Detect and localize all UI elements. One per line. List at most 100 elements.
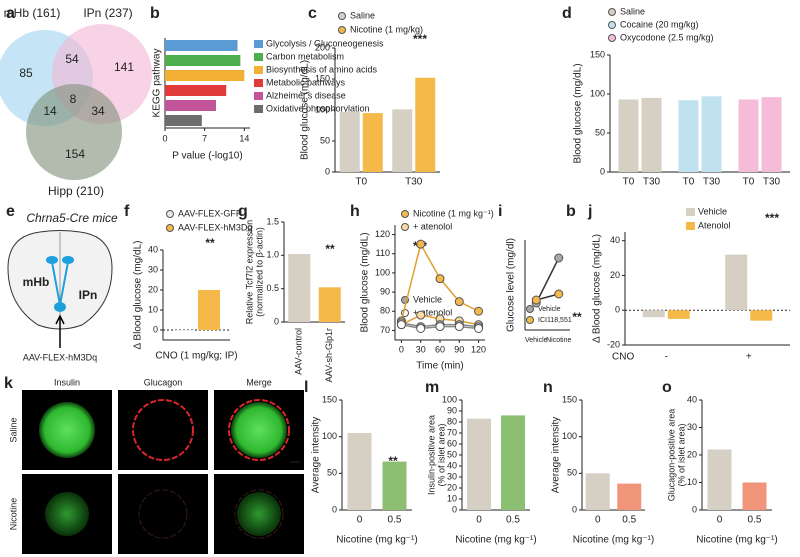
y-tick-label: 0 <box>692 504 697 514</box>
y-tick-label: 100 <box>442 394 457 404</box>
y-axis-label: Δ Blood glucose (mg/dL) <box>133 241 144 350</box>
x-tick-label: T30 <box>703 177 721 188</box>
legend-label: Metabolic pathways <box>266 77 346 87</box>
data-point <box>396 320 406 330</box>
y-tick-label: 1.5 <box>266 216 279 226</box>
x-tick-label: 60 <box>435 344 445 354</box>
y-axis-label: Blood glucose (mg/dL) <box>300 60 311 160</box>
legend-label: Nicotine (1 mg/kg) <box>350 24 423 34</box>
glucagon-signal <box>138 489 188 539</box>
y-tick-label: 100 <box>322 431 337 441</box>
x-axis-label: CNO <box>612 352 634 363</box>
annotation: ** <box>572 310 582 324</box>
y-tick-label: 50 <box>567 468 577 478</box>
legend-label: Saline <box>350 10 375 20</box>
y-tick-label: 10 <box>148 304 158 314</box>
y-tick-label: 100 <box>315 104 330 114</box>
y-tick-label: 80 <box>447 416 457 426</box>
y-tick-label: 20 <box>148 284 158 294</box>
x-tick-label: 14 <box>239 133 249 143</box>
venn-count: 154 <box>65 147 85 161</box>
y-axis-label: Relative Tcf7l2 expression <box>244 220 254 324</box>
y-axis-label: Glucagon-positive area <box>666 409 676 502</box>
column-label: Merge <box>246 377 272 387</box>
y-axis-label: Average intensity <box>551 417 562 494</box>
insulin-signal <box>39 402 95 458</box>
legend-swatch <box>338 12 346 20</box>
ipn-region <box>54 302 66 312</box>
bar <box>415 77 436 172</box>
y-tick-label: 100 <box>562 431 577 441</box>
bar <box>165 100 216 111</box>
panel-letter: m <box>425 379 439 396</box>
y-tick-label: 1.0 <box>266 250 279 260</box>
y-tick-label: 20 <box>610 270 620 280</box>
panel-letter: l <box>304 379 308 396</box>
y-tick-label: 0.5 <box>266 283 279 293</box>
y-axis-label: (normalized to β-actin) <box>254 227 264 317</box>
x-tick-label: T0 <box>355 177 367 188</box>
bar <box>165 55 241 66</box>
legend-swatch <box>526 305 534 313</box>
panel-letter: a <box>6 5 15 22</box>
x-tick-label: - <box>665 352 668 363</box>
panel-letter: b <box>566 203 576 220</box>
legend-label: + atenolol <box>413 307 452 317</box>
y-tick-label: 90 <box>447 405 457 415</box>
injection-arrow <box>55 314 65 348</box>
legend-label: Carbon metabolism <box>266 51 344 61</box>
x-tick-label: 0 <box>595 515 601 526</box>
venn-count: 141 <box>114 60 134 74</box>
bar <box>501 415 525 510</box>
y-tick-label: 0 <box>615 305 620 315</box>
legend-label: Oxycodone (2.5 mg/kg) <box>620 32 714 42</box>
y-tick-label: 30 <box>687 422 697 432</box>
bar <box>750 310 773 321</box>
legend-label: Oxidative phosphorylation <box>266 103 370 113</box>
y-tick-label: 60 <box>447 438 457 448</box>
x-tick-label: 0.5 <box>748 515 762 526</box>
y-tick-label: 30 <box>447 471 457 481</box>
mhb-region <box>46 256 58 264</box>
legend-swatch <box>166 224 174 232</box>
y-tick-label: 30 <box>148 264 158 274</box>
legend-swatch <box>254 66 263 74</box>
legend-swatch <box>526 316 534 324</box>
y-axis-label: KEGG pathway <box>152 49 163 118</box>
bar <box>642 310 665 318</box>
y-tick-label: 100 <box>590 88 605 98</box>
x-tick-label: 0.5 <box>388 515 402 526</box>
legend-label: Vehicle <box>538 306 561 313</box>
series-line <box>535 257 560 304</box>
bar <box>173 330 195 331</box>
y-tick-label: 0 <box>600 166 605 176</box>
region-label: mHb <box>23 275 50 289</box>
y-tick-label: 40 <box>687 394 697 404</box>
x-tick-label: + <box>746 352 752 363</box>
panel-letter: g <box>238 203 248 220</box>
annotation: ** <box>205 236 215 250</box>
panel-letter: i <box>498 203 502 220</box>
glucagon-signal <box>228 399 290 461</box>
legend-swatch <box>608 21 616 29</box>
legend-label: Alzheimer's disease <box>266 90 346 100</box>
y-tick-label: 150 <box>562 394 577 404</box>
bar <box>288 254 311 322</box>
y-tick-label: 200 <box>315 42 330 52</box>
data-point <box>416 239 426 249</box>
data-point <box>454 322 464 332</box>
x-tick-label: 0.5 <box>506 515 520 526</box>
data-point <box>435 322 445 332</box>
legend-swatch <box>254 79 263 87</box>
virus-label: AAV-FLEX-hM3Dq <box>23 352 97 362</box>
glucagon-signal <box>234 489 284 539</box>
y-tick-label: 150 <box>315 73 330 83</box>
bar <box>678 100 699 172</box>
venn-count: 54 <box>65 52 79 66</box>
legend-label: Nicotine (1 mg kg⁻¹) <box>413 208 494 218</box>
row-label: Nicotine <box>8 498 18 531</box>
legend-label: AAV-FLEX-hM3Dq <box>178 222 252 232</box>
data-point <box>435 274 445 284</box>
y-tick-label: 70 <box>380 325 390 335</box>
x-tick-label: AAV-sh-Glp1r <box>324 328 334 382</box>
